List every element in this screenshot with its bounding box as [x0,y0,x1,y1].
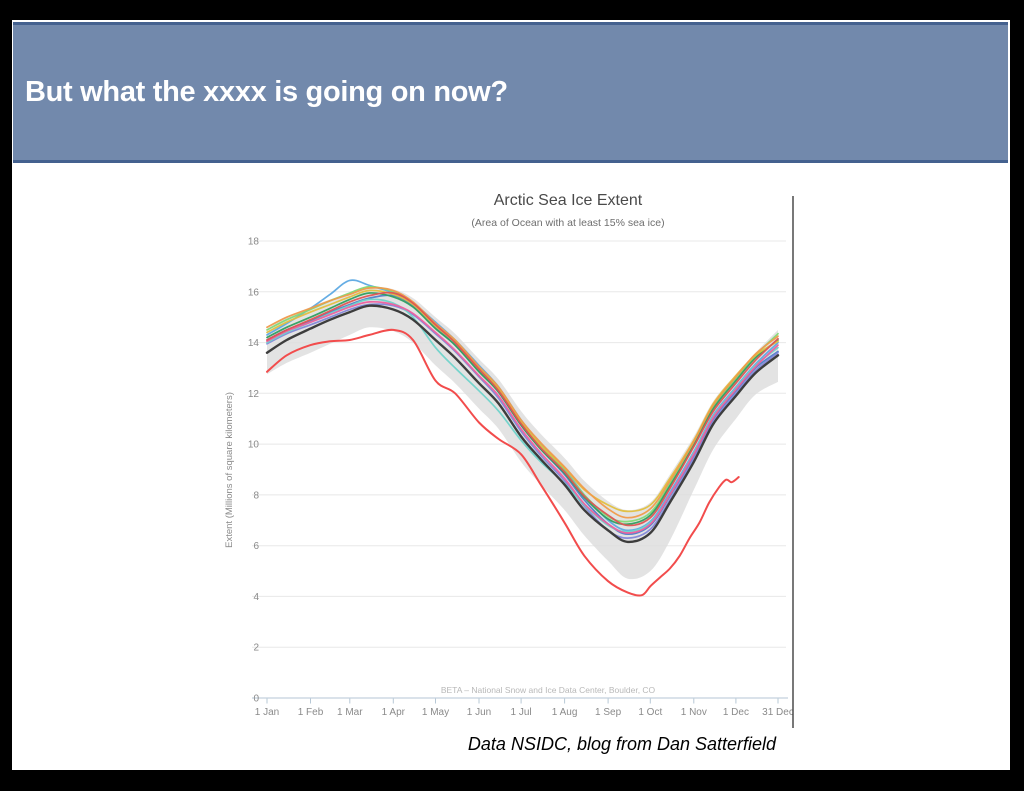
y-tick-label-2: 2 [253,643,259,654]
series-line-year-orange [266,286,779,519]
y-tick-label-0: 0 [253,694,259,705]
x-tick-label-1-May: 1 May [422,707,449,718]
source-caption: Data NSIDC, blog from Dan Satterfield [467,734,777,754]
y-tick-label-12: 12 [248,389,260,400]
y-tick-label-6: 6 [253,541,259,552]
title-banner: But what the xxxx is going on now? [13,22,1008,163]
y-axis-title: Extent (Millions of square kilometers) [224,392,235,548]
x-tick-label-1-Sep: 1 Sep [595,707,622,718]
x-tick-label-1-Feb: 1 Feb [298,707,324,718]
x-tick-label-1-Jun: 1 Jun [467,707,491,718]
x-tick-label-1-Dec: 1 Dec [723,707,749,718]
y-tick-label-16: 16 [248,287,260,298]
series-line-year-pink [266,300,779,534]
series-line-year-periwinkle [266,303,779,539]
x-tick-label-1-Jul: 1 Jul [511,707,532,718]
chart-subtitle: (Area of Ocean with at least 15% sea ice… [471,217,665,229]
slide-title: But what the xxxx is going on now? [25,76,508,108]
y-tick-label-10: 10 [248,440,260,451]
chart-source-note: BETA – National Snow and Ice Data Center… [441,685,656,695]
sea-ice-chart: 0 2 4 6 8 10 12 14 16 18 1 Jan 1 Feb 1 Mar 1 Apr 1 May… [224,196,794,728]
x-tick-label-1-Nov: 1 Nov [681,707,707,718]
series-line-year-crimson [266,291,779,527]
slide-content: But what the xxxx is going on now? Arcti… [12,20,1010,770]
x-tick-label-1-Aug: 1 Aug [552,707,578,718]
y-tick-label-14: 14 [248,338,260,349]
x-tick-label-31-Dec: 31 Dec [762,707,794,718]
chart-header: Arctic Sea Ice Extent (Area of Ocean wit… [328,192,808,229]
x-tick-label-1-Oct: 1 Oct [638,707,662,718]
x-tick-label-1-Mar: 1 Mar [337,707,363,718]
y-tick-label-18: 18 [248,237,260,248]
current-year-red [266,328,740,597]
y-tick-label-4: 4 [253,592,259,603]
average-line [265,304,780,544]
chart-title: Arctic Sea Ice Extent [493,192,643,209]
x-tick-label-1-Apr: 1 Apr [382,707,406,718]
x-tick-label-1-Jan: 1 Jan [255,707,279,718]
y-tick-label-8: 8 [253,490,259,501]
